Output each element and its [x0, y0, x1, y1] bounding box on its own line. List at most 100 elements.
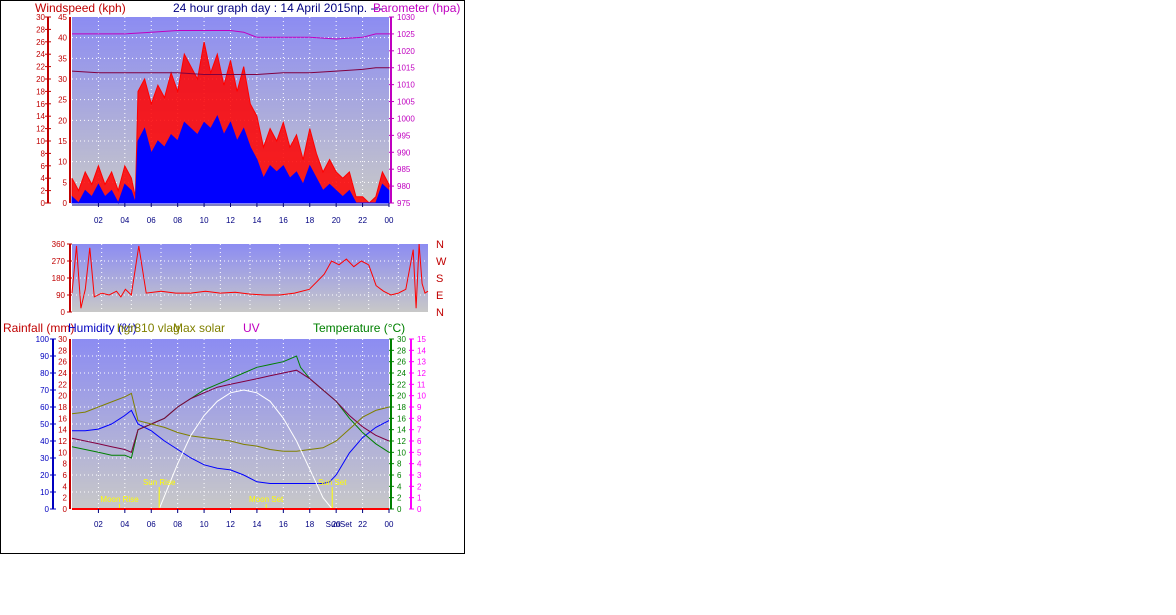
- uv-tick-label: 15: [417, 335, 426, 344]
- rain-tick-label: 16: [58, 414, 67, 423]
- barometer-tick-label: 1000: [397, 114, 415, 123]
- time-tick-label: 00: [385, 520, 394, 529]
- humidity-tick-label: 90: [40, 352, 49, 361]
- uv-tick-label: 3: [417, 471, 422, 480]
- barometer-tick-label: 1030: [397, 13, 415, 22]
- event-label: Moon Set: [249, 495, 284, 504]
- temperature-tick-label: 30: [397, 335, 406, 344]
- rain-legend: Rainfall (mm): [3, 321, 74, 335]
- time-tick-label: 10: [200, 216, 209, 225]
- rain-tick-label: 0: [63, 505, 68, 514]
- direction-tick-label: 180: [52, 274, 66, 283]
- time-tick-label: 22: [358, 216, 367, 225]
- humidity-series: [72, 409, 390, 484]
- wind-tick-label-inner: 35: [58, 54, 67, 63]
- temperature-tick-label: 26: [397, 358, 406, 367]
- wind-tick-label-inner: 5: [63, 178, 68, 187]
- uv-tick-label: 9: [417, 403, 422, 412]
- temperature-tick-label: 18: [397, 403, 406, 412]
- humidity-tick-label: 60: [40, 403, 49, 412]
- time-tick-label: 22: [358, 520, 367, 529]
- event-label: Sun Set: [318, 478, 347, 487]
- event-label: Moon Rise: [100, 495, 139, 504]
- temperature-tick-label: 20: [397, 392, 406, 401]
- barometer-tick-label: 975: [397, 199, 411, 208]
- humidity-tick-label: 40: [40, 437, 49, 446]
- rain-tick-label: 6: [63, 471, 68, 480]
- temperature-tick-label: 8: [397, 460, 402, 469]
- temperature-tick-label: 2: [397, 494, 402, 503]
- wind-tick-label: 10: [36, 137, 45, 146]
- wind-tick-label: 16: [36, 100, 45, 109]
- wind-tick-label: 30: [36, 13, 45, 22]
- temperature-tick-label: 12: [397, 437, 406, 446]
- direction-grid: [72, 244, 428, 312]
- chart-window: Windspeed (kph) 24 hour graph day : 14 A…: [0, 0, 465, 554]
- barometer-series: [71, 67, 389, 75]
- barometer-tick-label: 980: [397, 182, 411, 191]
- temp-series: [71, 355, 390, 510]
- time-tick-label: 06: [147, 216, 156, 225]
- humidity-tick-label: 20: [40, 471, 49, 480]
- compass-label: W: [436, 256, 447, 268]
- time-tick-label: 20: [332, 520, 341, 529]
- event-label: Sun Rise: [143, 478, 176, 487]
- temperature-legend: Temperature (°C): [313, 321, 405, 335]
- wind-tick-label: 6: [41, 162, 46, 171]
- rain-tick-label: 30: [58, 335, 67, 344]
- hgr810-legend: hgr810 vlag: [117, 321, 180, 335]
- rain-tick-label: 14: [58, 426, 67, 435]
- direction-series-line: [71, 243, 429, 309]
- wind-tick-label: 4: [41, 174, 46, 183]
- temperature-tick-label: 16: [397, 414, 406, 423]
- time-tick-label: 06: [147, 520, 156, 529]
- time-tick-label: 10: [200, 520, 209, 529]
- temperature-tick-label: 10: [397, 448, 406, 457]
- uv-tick-label: 6: [417, 437, 422, 446]
- chart-title: 24 hour graph day : 14 April 2015np. ---: [173, 1, 382, 15]
- barometer-axis-title: Barometer (hpa): [373, 1, 460, 15]
- uv-tick-label: 1: [417, 494, 422, 503]
- time-tick-label: 18: [305, 520, 314, 529]
- temperature-tick-label: 14: [397, 426, 406, 435]
- barometer-tick-label: 1020: [397, 47, 415, 56]
- time-tick-label: 18: [305, 216, 314, 225]
- series-line: [71, 369, 390, 453]
- wind-tick-label-inner: 20: [58, 116, 67, 125]
- uv-tick-label: 8: [417, 414, 422, 423]
- barometer-tick-label: 1010: [397, 81, 415, 90]
- uv-tick-label: 14: [417, 346, 426, 355]
- barometer-tick-label: 1015: [397, 64, 415, 73]
- barometer-tick-label: 985: [397, 165, 411, 174]
- wind-tick-label: 14: [36, 112, 45, 121]
- barometer-tick-label: 990: [397, 148, 411, 157]
- time-tick-label: 04: [120, 520, 129, 529]
- wind-tick-label: 20: [36, 75, 45, 84]
- humidity-tick-label: 100: [36, 335, 50, 344]
- solar-series: [158, 389, 333, 510]
- rain-tick-label: 10: [58, 448, 67, 457]
- time-tick-label: 14: [252, 216, 261, 225]
- wind-tick-label: 18: [36, 87, 45, 96]
- uv-tick-label: 0: [417, 505, 422, 514]
- direction-plot-area: [72, 244, 428, 312]
- rain-tick-label: 12: [58, 437, 67, 446]
- solar-legend: Max solar: [173, 321, 225, 335]
- barometer-series: [72, 30, 389, 40]
- wind-tick-label-inner: 10: [58, 158, 67, 167]
- rain-tick-label: 20: [58, 392, 67, 401]
- temperature-tick-label: 0: [397, 505, 402, 514]
- humidity-tick-label: 50: [40, 420, 49, 429]
- wind-tick-label: 8: [41, 149, 46, 158]
- compass-label: S: [436, 273, 443, 285]
- barometer-tick-label: 1005: [397, 98, 415, 107]
- wind-tick-label: 24: [36, 50, 45, 59]
- time-tick-label: 04: [120, 216, 129, 225]
- time-tick-label: 08: [173, 520, 182, 529]
- wind-tick-label-inner: 25: [58, 96, 67, 105]
- wind-series: [71, 30, 390, 205]
- weather-chart-canvas: Windspeed (kph) 24 hour graph day : 14 A…: [3, 1, 460, 529]
- direction-tick-label: 90: [56, 291, 65, 300]
- time-tick-label: 16: [279, 520, 288, 529]
